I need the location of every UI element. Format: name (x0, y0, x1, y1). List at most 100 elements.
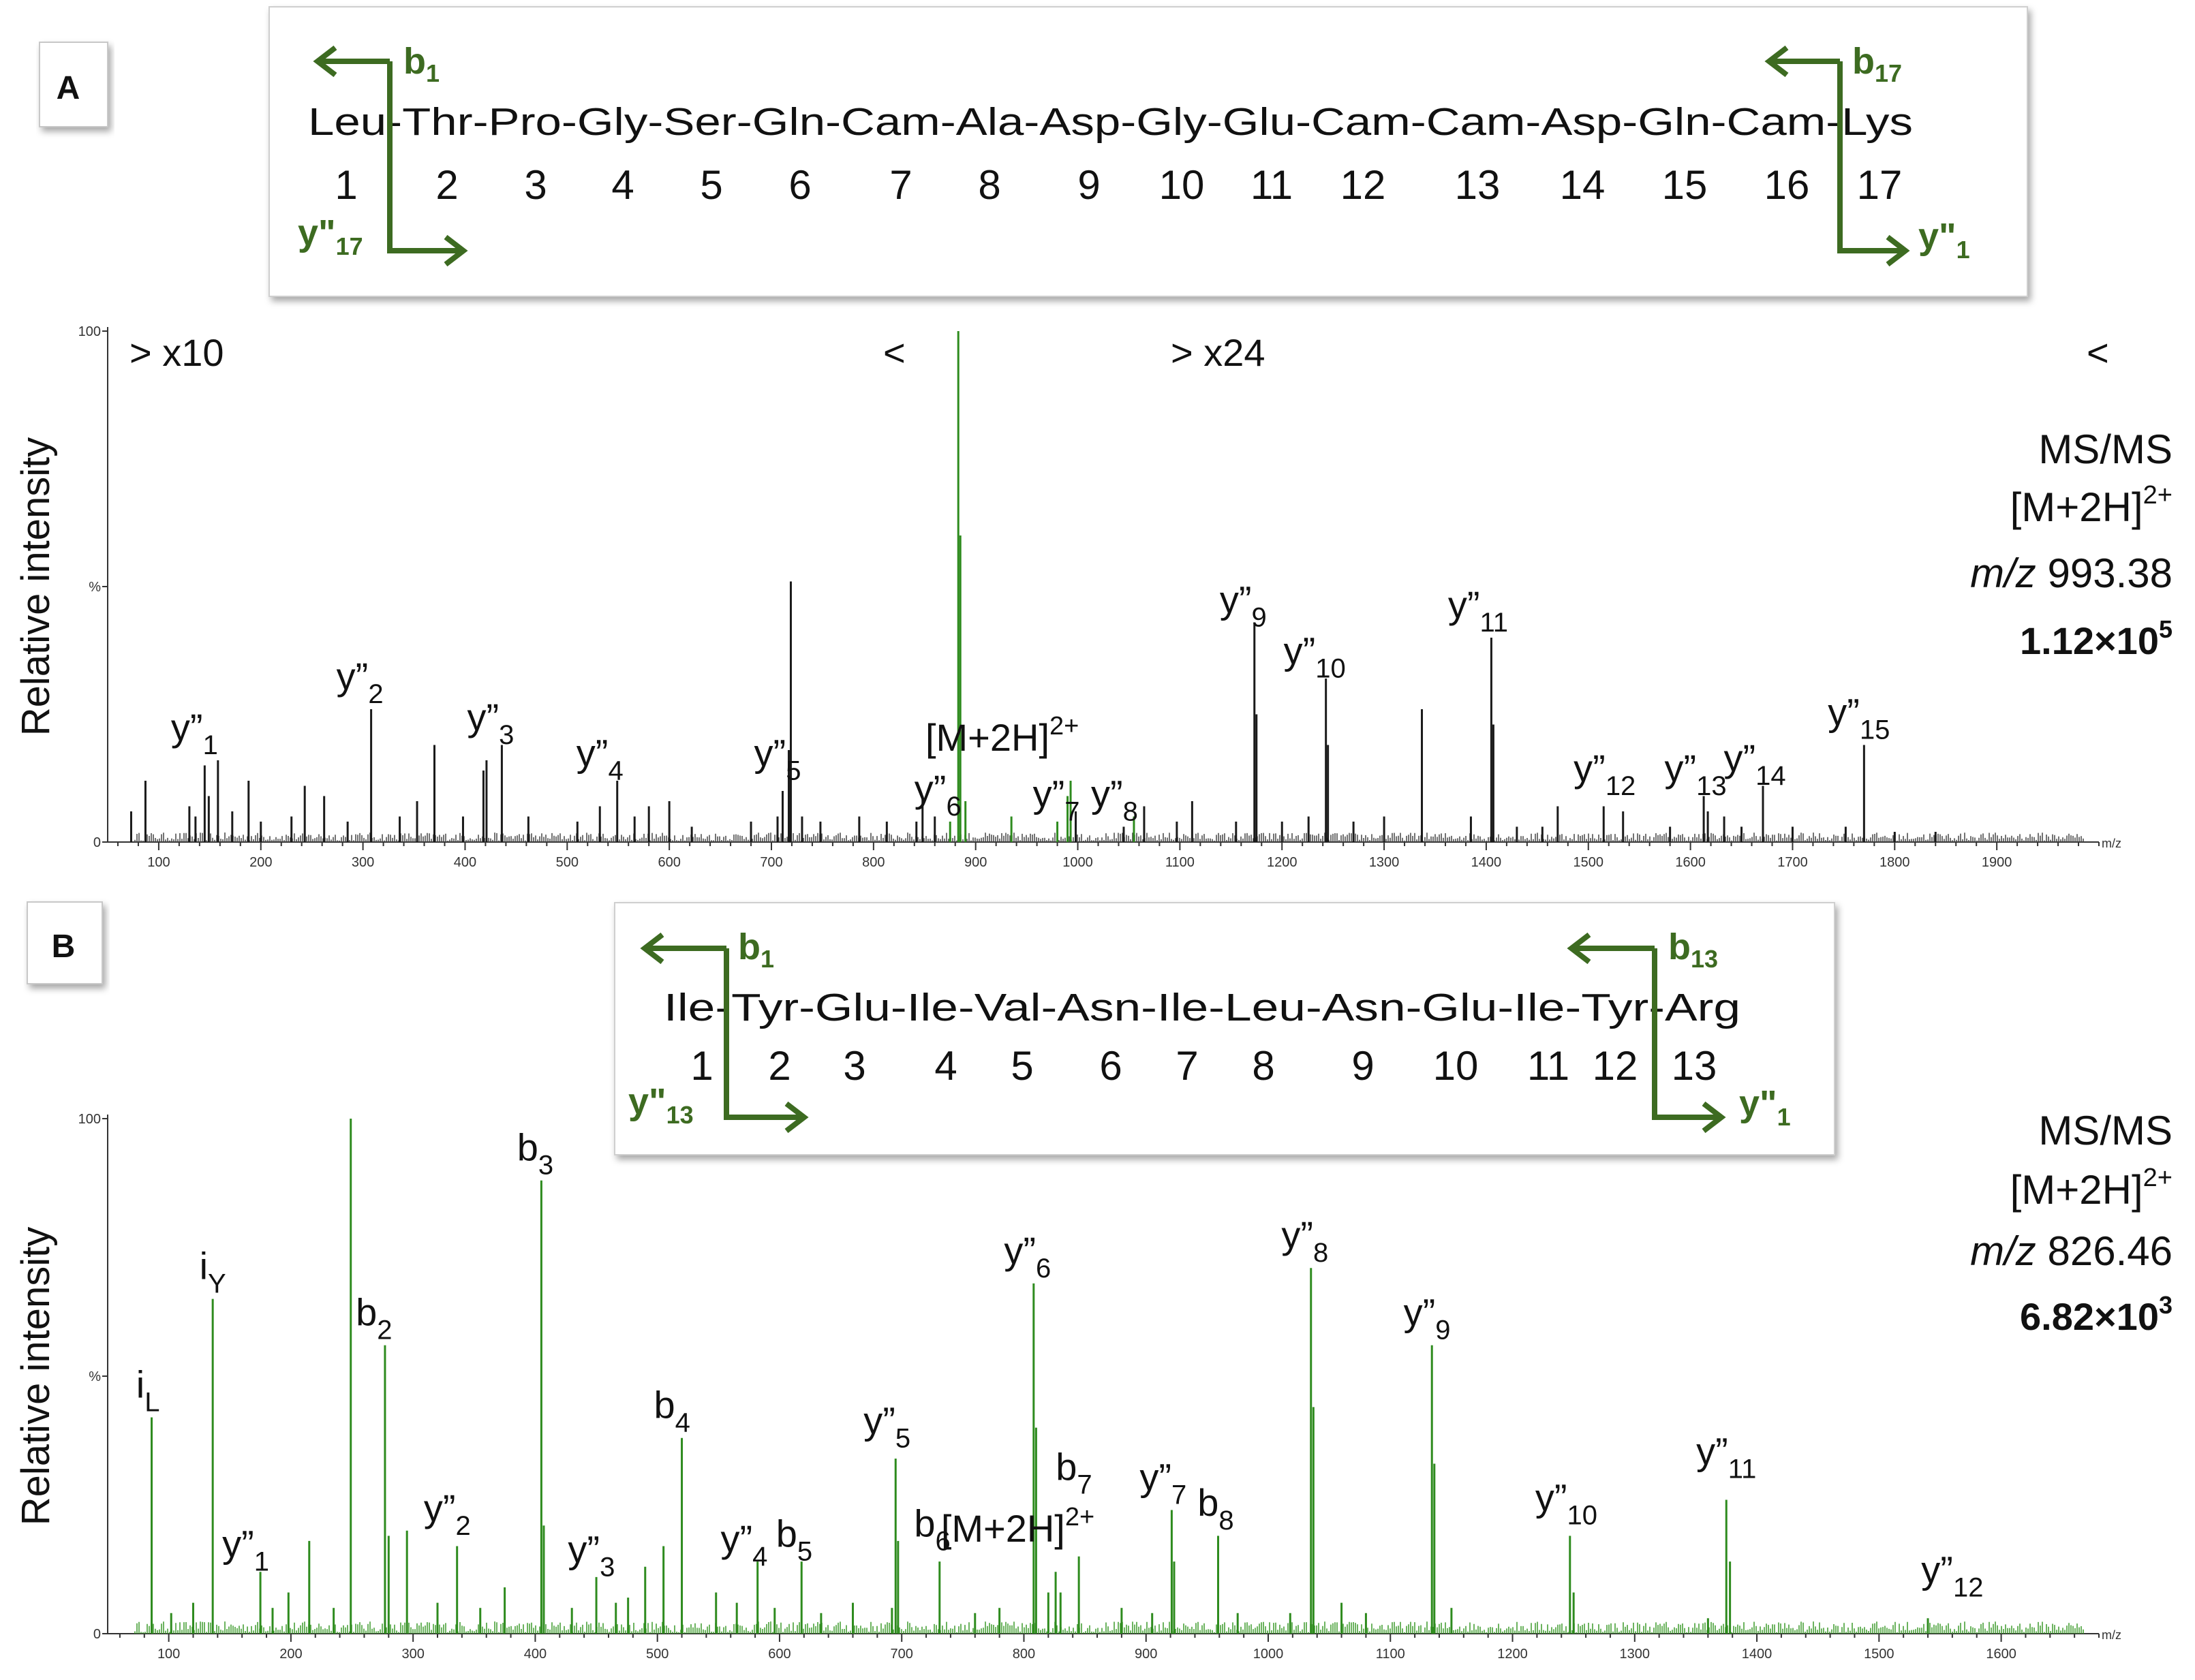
panel-b-residue-number: 3 (843, 1043, 865, 1089)
x-tick-label: 800 (862, 855, 885, 870)
panel-b-residue-number: 7 (1176, 1043, 1198, 1089)
panel-b-b1-label: b1 (738, 927, 774, 973)
x-tick-label: 600 (658, 855, 680, 870)
x-tick-label: 800 (1013, 1647, 1035, 1662)
panel-a-y17-label: y"17 (298, 213, 363, 260)
panel-b-residue-number: 4 (934, 1043, 957, 1089)
peak-label: iY (200, 1244, 226, 1298)
peak-label: y”9 (1220, 578, 1267, 633)
peak-label: b3 (517, 1126, 553, 1181)
x-tick-label: 100 (157, 1647, 180, 1662)
peak-label: y”11 (1448, 583, 1508, 638)
panel-a-residue-number: 1 (335, 162, 357, 208)
x-tick-label: 700 (760, 855, 782, 870)
panel-a-residue-number: 4 (611, 162, 634, 208)
panel-a-residue-number: 5 (700, 162, 722, 208)
panel-a-mz: m/z 993.38 (1970, 550, 2173, 596)
panel-b-residue-number: 1 (690, 1043, 713, 1089)
panel-b-residue-number: 8 (1252, 1043, 1274, 1089)
peak-label: y”2 (337, 655, 384, 709)
x-tick-label: 300 (352, 855, 374, 870)
peak-label: y”15 (1828, 691, 1890, 745)
panel-a-residue-number: 9 (1077, 162, 1100, 208)
peak-label: y”7 (1139, 1455, 1186, 1510)
panel-a-y1-label: y"1 (1918, 216, 1970, 264)
y-axis-label: Relative intensity (14, 437, 58, 736)
x-tick-label: 1900 (1982, 855, 2012, 870)
panel-b-letter: B (52, 929, 76, 965)
baseline-noise (134, 1621, 2084, 1634)
x-tick-label: 1000 (1062, 855, 1093, 870)
panel-a-info: MS/MS [M+2H]2+ m/z 993.38 1.12×105 (1970, 426, 2173, 662)
peak-label: y”7 (1033, 773, 1080, 827)
peak-label: [M+2H]2+ (941, 1503, 1094, 1550)
y-axis-label: Relative intensity (14, 1227, 58, 1525)
panel-b-residue-number: 6 (1099, 1043, 1122, 1089)
panel-b-residue-number: 9 (1351, 1043, 1374, 1089)
panel-a-spectrum: Relative intensity 100% 0 100 200 300 400 500 60… (14, 324, 2121, 870)
panel-b-y1-label: y"1 (1739, 1083, 1791, 1131)
panel-b-sequence-box: Ile-Tyr-Glu-Ile-Val-Asn-Ile-Leu-Asn-Glu-… (614, 902, 1835, 1155)
panel-a-residue-number: 11 (1250, 162, 1293, 208)
x-tick-label: 500 (556, 855, 579, 870)
panel-a-abs-intensity: 1.12×105 (2020, 615, 2173, 662)
panel-a-b17-label: b17 (1852, 41, 1902, 87)
x-tick-label: 500 (646, 1647, 669, 1662)
x-tick-label: 900 (1135, 1647, 1157, 1662)
panel-a-ion: [M+2H]2+ (2010, 481, 2173, 530)
y-tick-label: 100 (78, 1112, 101, 1127)
panel-a-mag-right-end: < (2087, 331, 2109, 374)
baseline-noise (134, 833, 2084, 842)
peak-label: y”13 (1665, 747, 1727, 801)
x-axis-unit: m/z (2102, 1628, 2121, 1642)
x-tick-label: 1500 (1864, 1647, 1894, 1662)
y-tick-label: % (89, 1369, 101, 1384)
panel-a-sequence-box: Leu-Thr-Pro-Gly-Ser-Gln-Cam-Ala-Asp-Gly-… (268, 6, 2028, 297)
panel-b-residue-number: 2 (768, 1043, 790, 1089)
panel-a-residue-number: 15 (1662, 162, 1708, 208)
x-tick-label: 200 (279, 1647, 302, 1662)
peak-label: y”3 (568, 1527, 615, 1582)
peak-label: y”6 (915, 767, 962, 822)
peak-label: y”10 (1284, 629, 1346, 684)
x-tick-label: 1700 (1777, 855, 1808, 870)
x-tick-label: 900 (964, 855, 987, 870)
peak-label: b5 (776, 1512, 812, 1567)
x-tick-label: 100 (147, 855, 170, 870)
panel-a-residue-number: 10 (1159, 162, 1205, 208)
panel-b-info: MS/MS [M+2H]2+ m/z 826.46 6.82×103 (1970, 1108, 2173, 1338)
x-tick-label: 1400 (1471, 855, 1502, 870)
panel-b-letter-box: B (27, 901, 103, 984)
panel-b-peptide-sequence: Ile-Tyr-Glu-Ile-Val-Asn-Ile-Leu-Asn-Glu-… (664, 986, 1740, 1029)
panel-b-ion: [M+2H]2+ (2010, 1164, 2173, 1213)
x-tick-label: 1200 (1497, 1647, 1528, 1662)
peak-label: y”8 (1091, 773, 1138, 827)
x-tick-label: 200 (249, 855, 272, 870)
x-tick-label: 1000 (1253, 1647, 1284, 1662)
panel-b-residue-numbers: 1 2 3 4 5 6 7 8 9 10 11 12 13 (690, 1043, 1717, 1089)
panel-a-mag-left: > x10 (129, 331, 224, 374)
panel-a-peptide-sequence: Leu-Thr-Pro-Gly-Ser-Gln-Cam-Ala-Asp-Gly-… (308, 100, 1913, 144)
panel-a-residue-numbers: 1 2 3 4 5 6 7 8 9 10 11 12 13 14 15 16 17 (335, 162, 1902, 208)
x-tick-label: 1300 (1369, 855, 1400, 870)
panel-b-mz: m/z 826.46 (1970, 1228, 2173, 1274)
peak-label: y”5 (863, 1399, 910, 1453)
panel-a-fragmentation-arrows (313, 45, 1910, 267)
x-tick-label: 400 (524, 1647, 547, 1662)
panel-b-residue-number: 13 (1672, 1043, 1717, 1089)
peak-label: [M+2H]2+ (925, 712, 1079, 759)
panel-a-residue-number: 8 (978, 162, 1000, 208)
peak-label: y”12 (1574, 747, 1636, 801)
y-tick-label: % (89, 580, 101, 595)
peak-label: y”4 (577, 732, 624, 786)
panel-b-fragmentation-arrows (640, 932, 1726, 1134)
peak-label: b7 (1056, 1445, 1092, 1499)
panel-a-residue-number: 3 (524, 162, 547, 208)
panel-a-letter-box: A (39, 42, 108, 127)
panel-a-letter: A (57, 70, 80, 106)
panel-a-mag-left-end: < (883, 331, 906, 374)
x-tick-label: 1100 (1165, 855, 1195, 870)
panel-a-residue-number: 6 (788, 162, 811, 208)
panel-a-residue-number: 16 (1764, 162, 1810, 208)
